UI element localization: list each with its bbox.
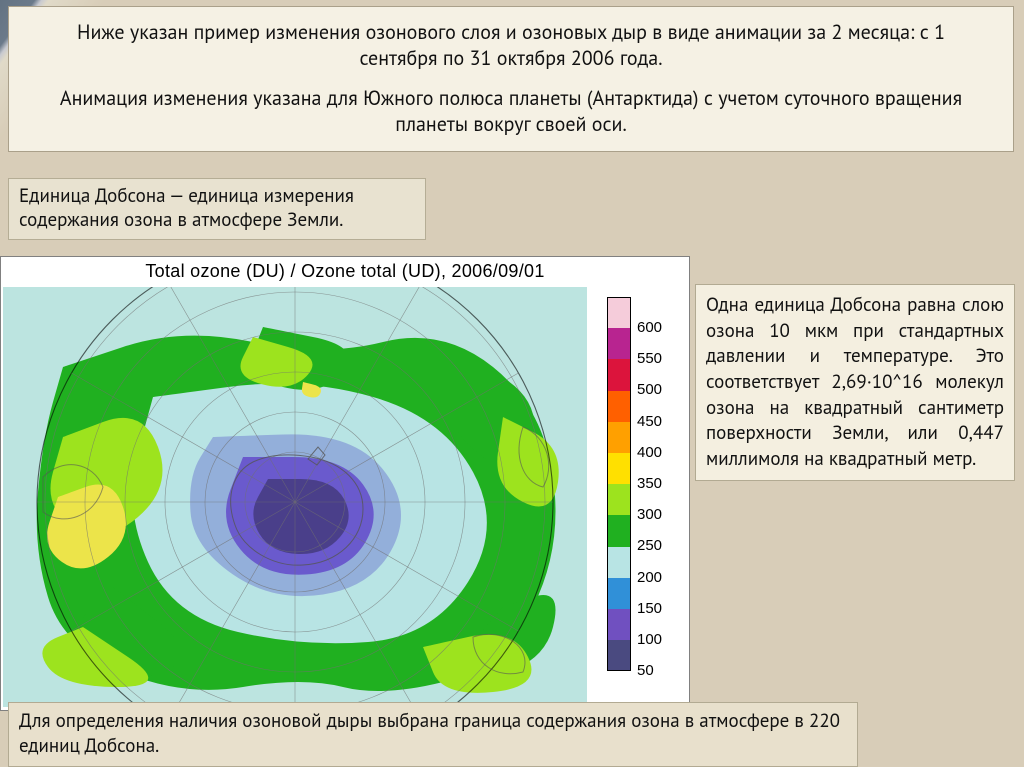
- bottom-note-text: Для определения наличия озоновой дыры вы…: [19, 709, 840, 758]
- legend-swatch: [607, 578, 631, 609]
- legend-value: 200: [637, 569, 662, 586]
- bottom-note-box: Для определения наличия озоновой дыры вы…: [8, 702, 858, 767]
- legend-swatch: [607, 359, 631, 390]
- legend-swatch: [607, 328, 631, 359]
- chart-title: Total ozone (DU) / Ozone total (UD), 200…: [1, 261, 689, 282]
- dobson-definition-box: Единица Добсона — единица измерения соде…: [8, 178, 426, 240]
- legend-swatch: [607, 515, 631, 546]
- top-line2: Анимация изменения указана для Южного по…: [49, 85, 973, 137]
- legend-swatch: [607, 484, 631, 515]
- legend-swatch: [607, 391, 631, 422]
- legend-swatch: [607, 453, 631, 484]
- legend-swatch: [607, 547, 631, 578]
- legend-swatch: [607, 609, 631, 640]
- legend-value: 600: [637, 319, 662, 336]
- legend-value: 350: [637, 475, 662, 492]
- ozone-svg: [3, 287, 587, 707]
- legend-value: 150: [637, 600, 662, 617]
- legend-value: 100: [637, 631, 662, 648]
- dobson-detail-box: Одна единица Добсона равна слою озона 10…: [695, 284, 1015, 481]
- dobson-text: Единица Добсона — единица измерения соде…: [19, 184, 354, 232]
- legend-value: 50: [637, 662, 654, 679]
- chart-map: [3, 287, 587, 707]
- legend-value: 400: [637, 444, 662, 461]
- top-line1: Ниже указан пример изменения озонового с…: [49, 19, 973, 71]
- legend-value: 450: [637, 413, 662, 430]
- legend-value: 300: [637, 506, 662, 523]
- legend-swatch: [607, 297, 631, 328]
- ozone-chart: Total ozone (DU) / Ozone total (UD), 200…: [0, 256, 690, 711]
- legend-swatch: [607, 640, 631, 671]
- legend-value: 550: [637, 350, 662, 367]
- dobson-detail-text: Одна единица Добсона равна слою озона 10…: [706, 293, 1004, 471]
- color-legend: 60055050045040035030025020015010050: [607, 297, 669, 671]
- legend-row: 600: [607, 297, 669, 328]
- legend-swatch: [607, 422, 631, 453]
- legend-value: 250: [637, 537, 662, 554]
- legend-value: 500: [637, 381, 662, 398]
- top-description-box: Ниже указан пример изменения озонового с…: [8, 6, 1014, 152]
